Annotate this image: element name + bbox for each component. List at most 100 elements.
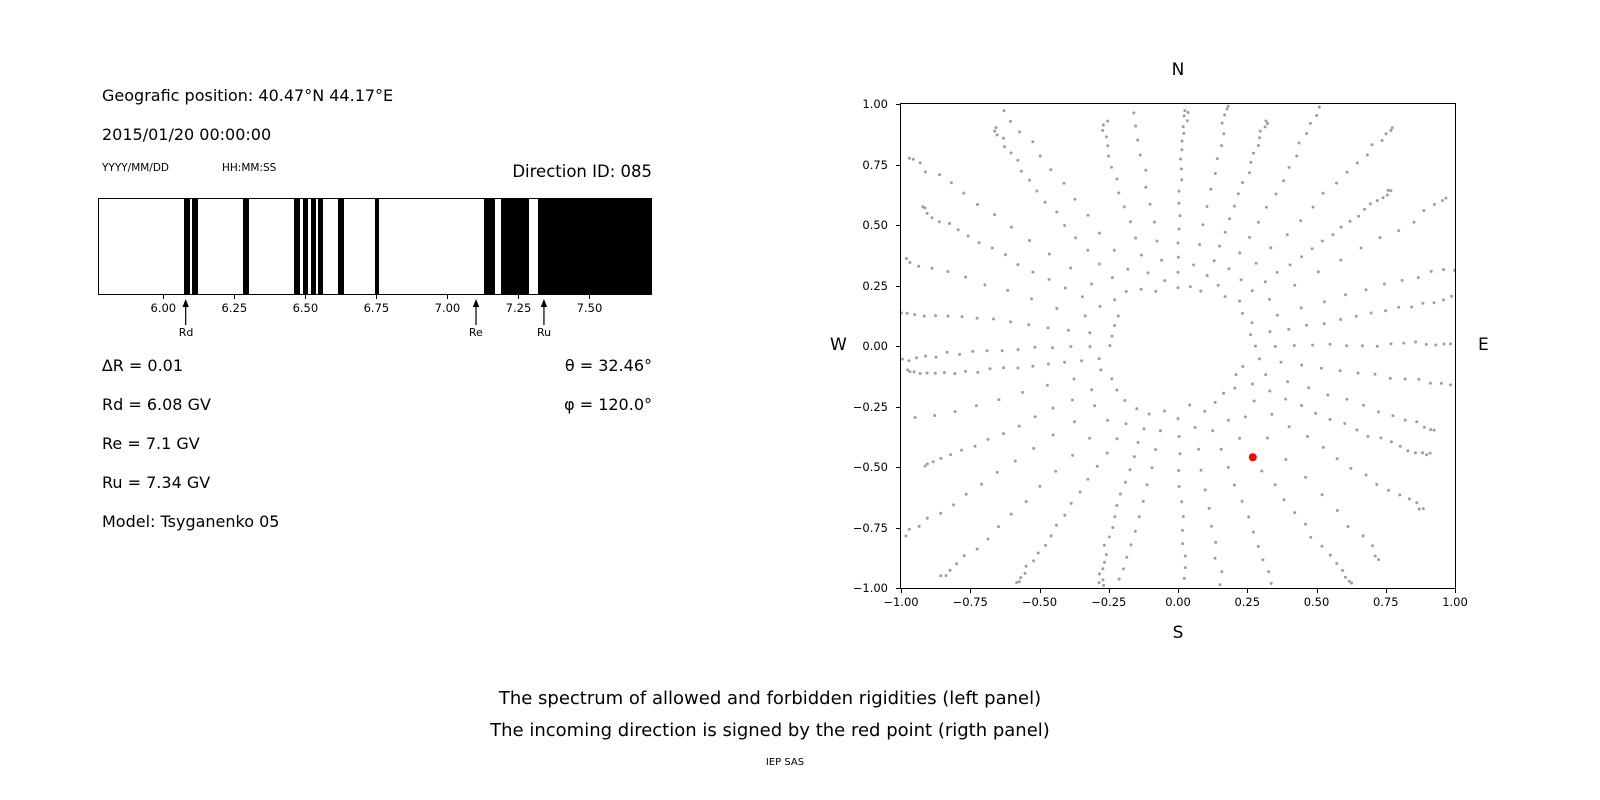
trajectory-point (960, 448, 964, 452)
trajectory-point (1243, 415, 1247, 419)
trajectory-point (1240, 311, 1244, 315)
trajectory-point (1432, 428, 1436, 432)
trajectory-point (907, 359, 911, 363)
trajectory-point (1251, 530, 1255, 534)
trajectory-point (1047, 277, 1051, 281)
trajectory-point (1115, 504, 1119, 507)
trajectory-point (1222, 391, 1226, 395)
trajectory-point (1115, 388, 1119, 392)
trajectory-point (1249, 333, 1252, 337)
trajectory-point (1199, 468, 1203, 472)
trajectory-point (1110, 377, 1114, 381)
trajectory-point (918, 161, 922, 165)
trajectory-point (1055, 523, 1058, 527)
trajectory-point (1155, 239, 1159, 243)
trajectory-point (1389, 189, 1393, 193)
trajectory-point (1444, 196, 1448, 200)
trajectory-point (1365, 153, 1369, 157)
date-format-hint: YYYY/MM/DD (102, 162, 170, 174)
trajectory-point (1257, 220, 1260, 224)
trajectory-point (1185, 119, 1189, 123)
info-theta: θ = 32.46° (564, 356, 652, 375)
trajectory-point (1414, 340, 1418, 344)
trajectory-point (911, 157, 915, 161)
trajectory-point (1121, 567, 1125, 571)
trajectory-point (1043, 200, 1047, 204)
trajectory-point (1063, 224, 1067, 227)
marker-ru: Ru (537, 299, 551, 339)
trajectory-point (1359, 246, 1363, 250)
scatter-y-tick-label: −0.50 (852, 460, 888, 474)
scatter-x-tick (1455, 589, 1456, 593)
trajectory-point (948, 222, 951, 225)
trajectory-point (1319, 366, 1323, 370)
trajectory-point (1304, 475, 1308, 479)
trajectory-point (1188, 403, 1192, 407)
trajectory-point (1182, 131, 1186, 135)
trajectory-point (1299, 219, 1303, 223)
trajectory-point (1363, 207, 1366, 211)
trajectory-point (1453, 268, 1457, 272)
trajectory-point (1139, 253, 1143, 257)
spectrum-x-tick-label: 6.00 (150, 301, 177, 315)
trajectory-point (1225, 107, 1229, 111)
trajectory-point (1275, 313, 1279, 317)
trajectory-point (1098, 572, 1101, 576)
trajectory-point (1133, 529, 1137, 533)
trajectory-point (1273, 483, 1277, 487)
scatter-y-tick-label: 0.50 (862, 218, 888, 232)
info-delta-r: ∆R = 0.01 (102, 356, 184, 375)
trajectory-point (1086, 248, 1090, 252)
trajectory-point (1236, 192, 1240, 196)
trajectory-point (1101, 129, 1105, 132)
trajectory-point (905, 257, 908, 260)
trajectory-point (1177, 201, 1181, 205)
trajectory-point (1381, 196, 1385, 200)
trajectory-point (1389, 440, 1393, 444)
trajectory-point (1118, 492, 1122, 496)
trajectory-point (1051, 433, 1055, 437)
trajectory-point (933, 414, 937, 417)
compass-west-label: W (830, 335, 847, 355)
trajectory-point (1179, 157, 1182, 161)
trajectory-point (917, 524, 921, 528)
trajectory-point (1137, 515, 1141, 519)
trajectory-point (1201, 223, 1205, 227)
trajectory-point (1102, 583, 1106, 587)
trajectory-point (1097, 262, 1101, 266)
trajectory-point (1421, 301, 1425, 305)
trajectory-point (1112, 248, 1116, 252)
trajectory-point (1136, 441, 1140, 444)
trajectory-point (1124, 290, 1128, 293)
trajectory-point (1220, 121, 1224, 125)
trajectory-point (913, 313, 917, 317)
trajectory-point (1128, 220, 1132, 224)
trajectory-point (1024, 564, 1028, 568)
trajectory-point (1331, 233, 1335, 237)
trajectory-point (1111, 526, 1115, 529)
trajectory-point (1063, 513, 1067, 517)
trajectory-point (1176, 255, 1180, 259)
scatter-x-tick (901, 589, 902, 593)
forbidden-band (500, 199, 530, 294)
trajectory-point (1066, 328, 1070, 332)
trajectory-point (1250, 321, 1254, 325)
trajectory-point (1198, 243, 1202, 246)
trajectory-point (1047, 252, 1051, 256)
trajectory-point (942, 371, 946, 375)
compass-north-label: N (1171, 60, 1185, 80)
datetime-label: 2015/01/20 00:00:00 (102, 125, 272, 144)
trajectory-point (1328, 553, 1332, 557)
trajectory-point (1257, 357, 1261, 361)
forbidden-band (183, 199, 190, 294)
trajectory-point (1054, 469, 1058, 473)
trajectory-point (1284, 458, 1288, 461)
trajectory-point (1355, 428, 1359, 432)
scatter-y-tick (896, 225, 900, 226)
trajectory-point (1346, 525, 1350, 528)
trajectory-point (997, 525, 1000, 529)
trajectory-point (1107, 535, 1111, 539)
trajectory-point (1258, 129, 1262, 133)
trajectory-point (1293, 511, 1297, 515)
trajectory-point (930, 216, 934, 220)
